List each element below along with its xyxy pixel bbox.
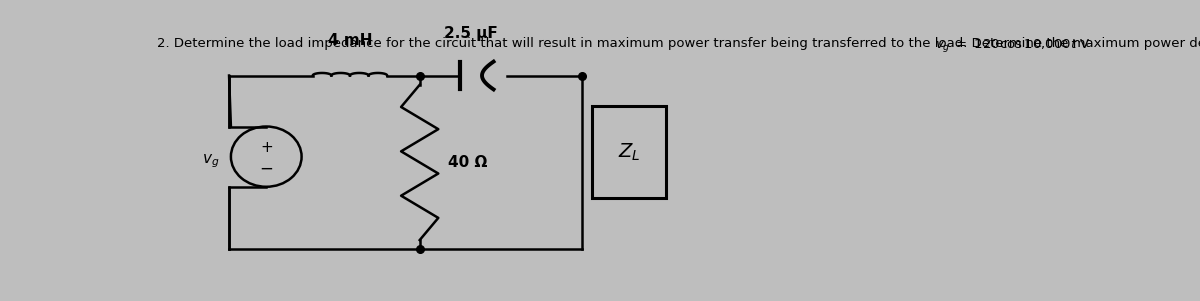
Text: 4 mH: 4 mH bbox=[328, 33, 372, 48]
Ellipse shape bbox=[230, 126, 301, 187]
Text: $v_g\ =\ 120\cos 10{,}000t\ \mathrm{V}$: $v_g\ =\ 120\cos 10{,}000t\ \mathrm{V}$ bbox=[935, 37, 1091, 54]
Text: 40 Ω: 40 Ω bbox=[448, 155, 487, 170]
Text: $v_g$: $v_g$ bbox=[203, 153, 220, 170]
Text: $Z_L$: $Z_L$ bbox=[618, 141, 641, 163]
Text: 2. Determine the load impedance for the circuit that will result in maximum powe: 2. Determine the load impedance for the … bbox=[157, 37, 1200, 50]
Text: −: − bbox=[259, 159, 274, 177]
Text: 2.5 μF: 2.5 μF bbox=[444, 26, 498, 41]
Text: +: + bbox=[260, 140, 272, 155]
Bar bbox=[592, 106, 666, 198]
